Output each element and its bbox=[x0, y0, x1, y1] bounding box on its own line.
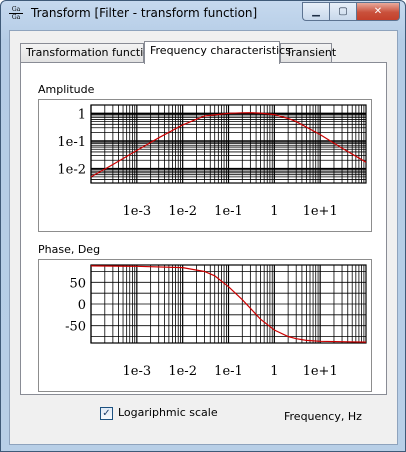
x-tick-label: 1e+1 bbox=[303, 204, 338, 219]
close-icon: ✕ bbox=[373, 6, 383, 17]
log-scale-checkbox[interactable]: ✓ bbox=[100, 407, 113, 420]
x-tick-label: 1e-3 bbox=[123, 364, 152, 379]
amplitude-label: Amplitude bbox=[38, 83, 95, 96]
phase-label: Phase, Deg bbox=[38, 243, 101, 256]
x-tick-label: 1e-1 bbox=[214, 204, 243, 219]
app-icon: Ga Ga bbox=[8, 6, 24, 22]
frequency-panel: Amplitude 1 1e-1 1e-2 1e-3 1e-2 1e-1 1 1e+1 Pha… bbox=[20, 62, 387, 395]
app-icon-bottom: Ga bbox=[11, 14, 21, 21]
y-tick-label: 1e-2 bbox=[57, 163, 86, 178]
x-tick-label: 1e+1 bbox=[303, 364, 338, 379]
y-tick-label: 0 bbox=[78, 298, 86, 313]
data-series-line bbox=[90, 112, 367, 178]
log-scale-label[interactable]: Logariphmic scale bbox=[118, 406, 218, 419]
tab-transformation-function[interactable]: Transformation function bbox=[20, 43, 157, 62]
x-tick-label: 1 bbox=[270, 364, 278, 379]
client-area: Transformation function Frequency charac… bbox=[9, 30, 398, 445]
tab-transient[interactable]: Transient bbox=[280, 43, 336, 62]
y-tick-label: 50 bbox=[69, 276, 86, 291]
checkmark-icon: ✓ bbox=[102, 408, 111, 419]
close-button[interactable]: ✕ bbox=[357, 2, 400, 21]
x-tick-label: 1e-1 bbox=[214, 364, 243, 379]
plot-border bbox=[90, 104, 367, 184]
app-icon-top: Ga bbox=[11, 6, 21, 13]
title-bar[interactable]: Ga Ga Transform [Filter - transform func… bbox=[1, 1, 405, 29]
maximize-icon: ▢ bbox=[338, 6, 348, 17]
phase-plot-frame: 50 0 -50 1e-3 1e-2 1e-1 1 1e+1 bbox=[38, 259, 372, 392]
amplitude-chart: 1 1e-1 1e-2 1e-3 1e-2 1e-1 1 1e+1 bbox=[57, 104, 367, 219]
window-title: Transform [Filter - transform function] bbox=[31, 6, 258, 20]
frequency-axis-label: Frequency, Hz bbox=[284, 410, 362, 423]
maximize-button[interactable]: ▢ bbox=[329, 2, 357, 21]
y-tick-label: -50 bbox=[65, 320, 86, 335]
y-tick-label: 1e-1 bbox=[57, 135, 86, 150]
app-icon-fraction-bar bbox=[9, 13, 23, 14]
tab-frequency-characteristics[interactable]: Frequency characteristics bbox=[144, 41, 291, 64]
y-tick-label: 1 bbox=[78, 107, 86, 122]
x-tick-label: 1e-3 bbox=[123, 204, 152, 219]
caption-buttons: ▁ ▢ ✕ bbox=[302, 2, 400, 21]
phase-chart: 50 0 -50 1e-3 1e-2 1e-1 1 1e+1 bbox=[65, 264, 367, 379]
x-tick-label: 1 bbox=[270, 204, 278, 219]
minimize-icon: ▁ bbox=[312, 6, 320, 17]
plot-border bbox=[90, 264, 367, 344]
data-series-line bbox=[90, 265, 367, 343]
x-tick-label: 1e-2 bbox=[168, 204, 197, 219]
x-tick-label: 1e-2 bbox=[168, 364, 197, 379]
amplitude-plot-frame: 1 1e-1 1e-2 1e-3 1e-2 1e-1 1 1e+1 bbox=[38, 99, 372, 232]
minimize-button[interactable]: ▁ bbox=[302, 2, 329, 21]
